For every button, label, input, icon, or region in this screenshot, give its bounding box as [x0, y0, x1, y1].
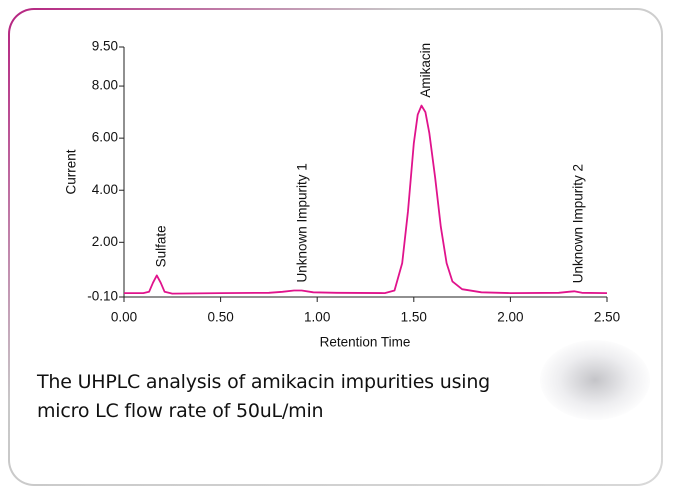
x-tick-label: 2.00 — [497, 310, 523, 325]
y-axis-label: Current — [64, 149, 79, 194]
y-tick-label: 8.00 — [92, 78, 118, 93]
peak-annotation: Sulfate — [153, 225, 168, 267]
x-tick-label: 0.00 — [111, 310, 137, 325]
peak-annotation: Unknown Impurity 2 — [571, 164, 586, 283]
y-tick-label: 2.00 — [92, 234, 118, 249]
card — [8, 8, 663, 486]
x-axis-label: Retention Time — [320, 335, 411, 350]
x-tick-label: 1.00 — [304, 310, 330, 325]
y-tick-label: -0.10 — [87, 289, 118, 304]
decoration — [540, 340, 650, 420]
peak-annotation: Unknown Impurity 1 — [294, 163, 309, 282]
x-tick-label: 1.50 — [401, 310, 427, 325]
y-tick-label: 9.50 — [92, 39, 118, 54]
y-tick-label: 4.00 — [92, 182, 118, 197]
caption: The UHPLC analysis of amikacin impuritie… — [37, 371, 491, 422]
data-line — [124, 104, 608, 295]
peak-annotation: Amikacin — [418, 43, 433, 98]
y-tick-label: 6.00 — [92, 130, 118, 145]
x-tick-label: 0.50 — [207, 310, 233, 325]
x-tick-label: 2.50 — [594, 310, 620, 325]
